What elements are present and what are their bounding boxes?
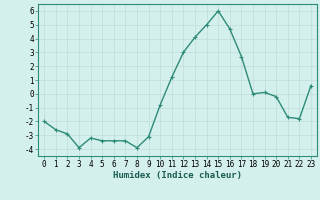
X-axis label: Humidex (Indice chaleur): Humidex (Indice chaleur): [113, 171, 242, 180]
